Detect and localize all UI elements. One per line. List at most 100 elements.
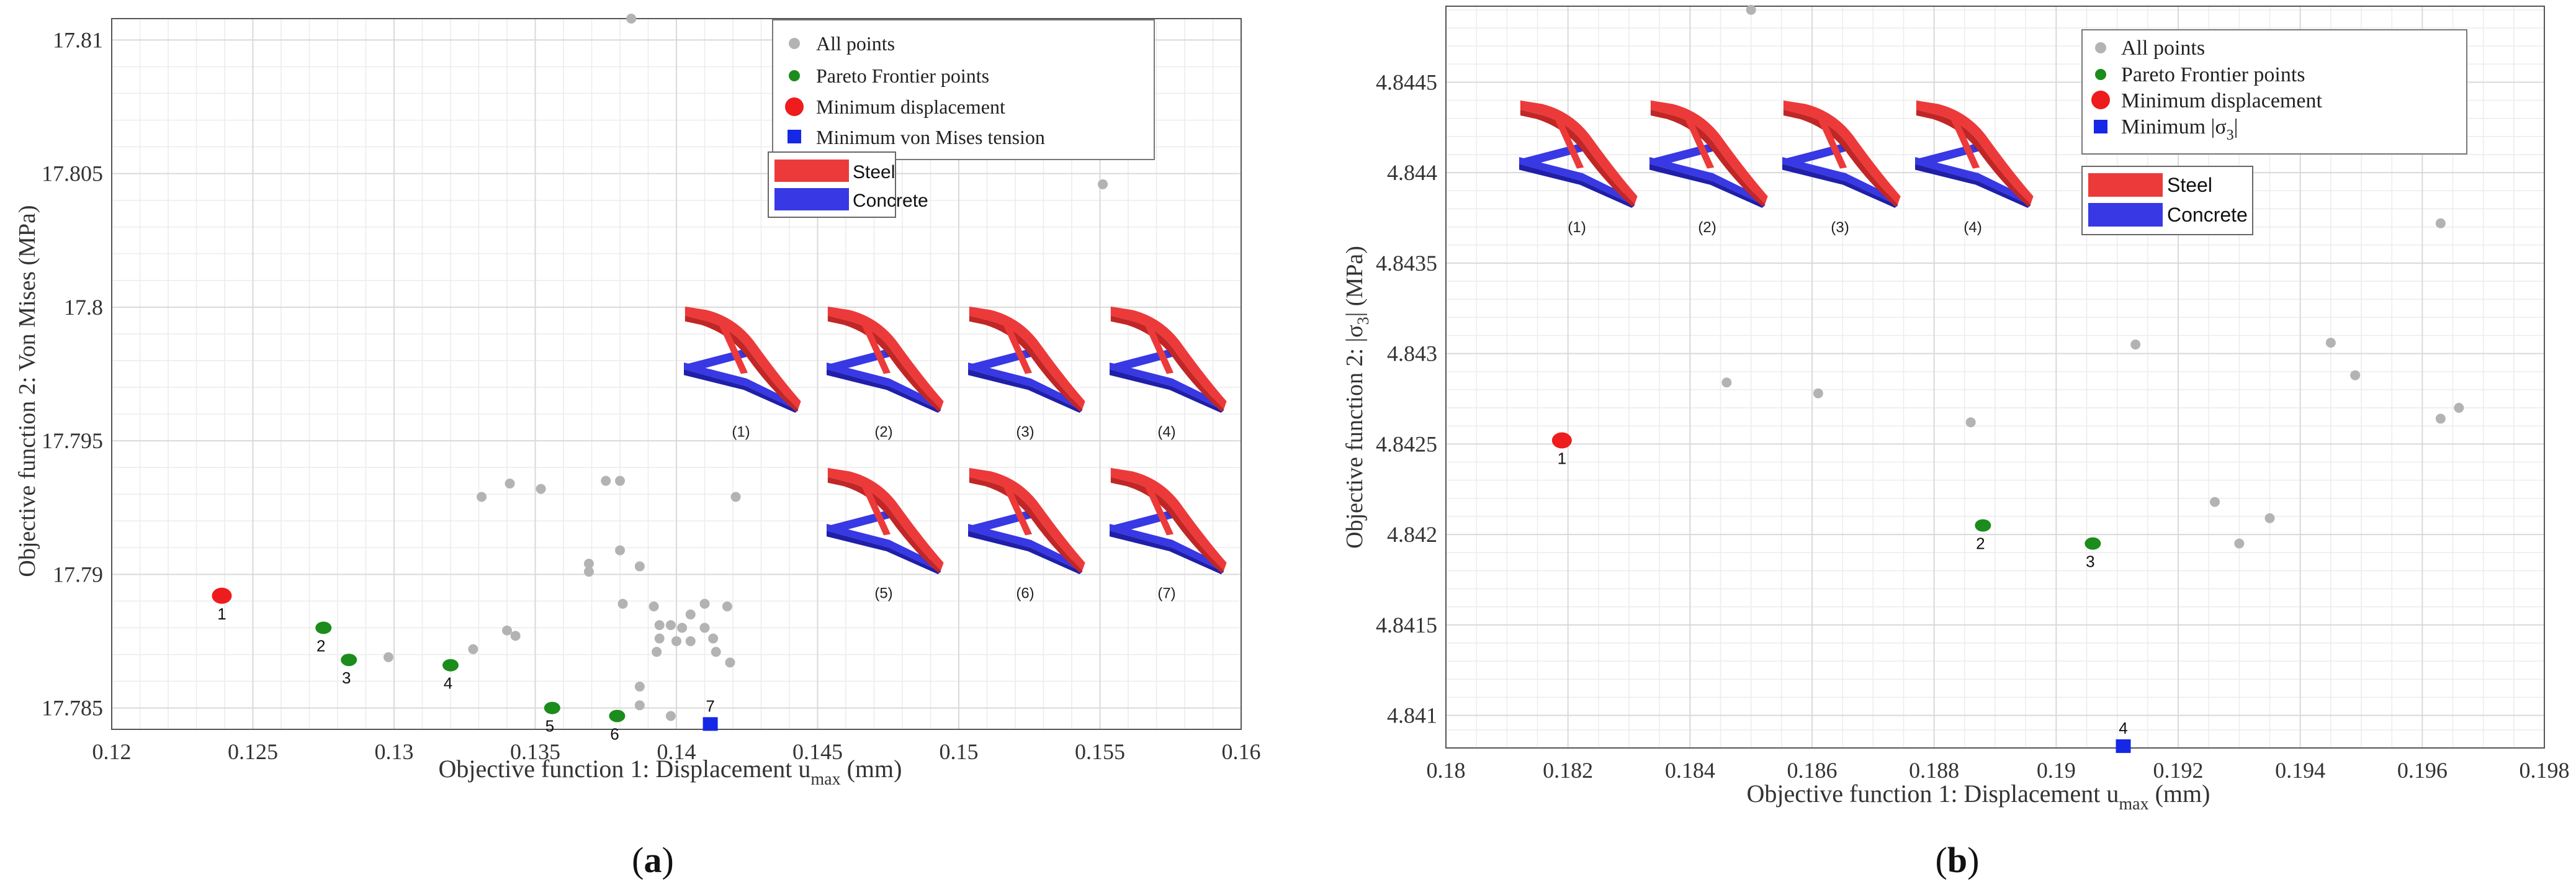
concrete-base-shape (827, 524, 941, 572)
x-tick-label: 0.14 (657, 739, 696, 764)
scatter-points-b: 2 3 1 4 (1551, 4, 2464, 754)
steel-tie-shape (1682, 112, 1715, 169)
all-point (654, 620, 665, 631)
x-tick-label: 0.186 (1787, 758, 1838, 783)
steel-arch-side (684, 315, 798, 412)
legend-min-stress-b: Minimum |σ3| (2121, 115, 2238, 143)
design-thumbnail-label: (2) (874, 424, 892, 441)
concrete-base-shape (1519, 157, 1635, 206)
all-point (626, 14, 637, 24)
concrete-base-shape (1110, 362, 1224, 411)
panel-label-a-letter: a (644, 840, 662, 880)
all-point (711, 647, 721, 657)
design-thumbnail-label: (4) (1963, 219, 1982, 236)
legend-pareto-a: Pareto Frontier points (816, 65, 989, 87)
steel-arch-shape (684, 306, 801, 410)
concrete-base-side (1782, 164, 1898, 208)
concrete-base-shape (1915, 157, 2031, 206)
x-tick-label: 0.198 (2520, 758, 2570, 783)
x-tick-label: 0.145 (792, 739, 843, 764)
legend-a: All points Pareto Frontier points Minimu… (772, 19, 1155, 160)
point-number-label: 7 (706, 696, 714, 715)
steel-arch-side (827, 315, 941, 412)
point-number-label: 3 (342, 669, 351, 687)
all-point (671, 636, 681, 646)
panel-label-b: (b) (1936, 840, 1980, 880)
all-point (730, 492, 741, 502)
steel-tie-shape (1551, 112, 1584, 169)
min-displacement-point (1551, 432, 1572, 449)
pareto-point (315, 621, 332, 634)
y-tick-label: 4.8425 (1376, 431, 1437, 456)
concrete-label-a: Concrete (853, 191, 928, 211)
concrete-base-side (1110, 531, 1224, 574)
steel-tie-shape (1000, 479, 1033, 536)
design-thumbnail-label: (5) (874, 585, 892, 602)
steel-tie-shape (1141, 479, 1174, 536)
material-legend-a: Steel Concrete (768, 151, 928, 218)
design-thumbnail: (4) (1110, 306, 1227, 441)
x-tick-label: 0.188 (1909, 758, 1959, 783)
x-tick-labels-b: 0.18 0.182 0.184 0.186 0.188 0.19 0.192 0.194 0.… (1427, 758, 2570, 783)
concrete-base-side (684, 369, 798, 413)
all-point (2454, 403, 2464, 413)
legend-min-stress-b-sub: 3 (2227, 127, 2234, 143)
all-point (2234, 538, 2245, 549)
all-point (685, 609, 696, 619)
x-tick-label: 0.16 (1222, 739, 1261, 764)
all-point (677, 623, 688, 633)
x-axis-title-a: Objective function 1: Displacement umax … (439, 755, 902, 789)
all-point (2210, 497, 2220, 507)
all-point (2350, 370, 2361, 380)
steel-arch-side (1783, 109, 1898, 207)
x-axis-title-b: Objective function 1: Displacement umax … (1747, 780, 2210, 814)
legend-min-stress-b-main: Minimum |σ (2121, 115, 2227, 138)
all-point (468, 644, 478, 654)
x-tick-label: 0.184 (1665, 758, 1715, 783)
point-number-label: 3 (2086, 552, 2094, 571)
concrete-swatch-a (774, 188, 849, 210)
concrete-base-side (1110, 369, 1224, 413)
y-tick-label: 4.843 (1387, 341, 1437, 366)
y-tick-label: 17.795 (42, 428, 103, 453)
concrete-base-side (1649, 164, 1765, 208)
legend-min-disp-b: Minimum displacement (2121, 89, 2322, 112)
steel-arch-side (1110, 477, 1224, 574)
steel-tie-shape (1141, 318, 1174, 374)
design-thumbnails-a: (1) (2) (3) (4) (5) (6) (7) (684, 306, 1227, 602)
legend-min-stress-marker-b (2094, 120, 2107, 133)
y-tick-label: 4.8415 (1376, 613, 1437, 637)
all-point (1746, 4, 1756, 15)
legend-box-a (772, 19, 1155, 160)
steel-arch-shape (969, 467, 1085, 571)
panel-label-b-letter: b (1947, 840, 1967, 880)
x-tick-label: 0.18 (1427, 758, 1466, 783)
steel-arch-shape (827, 306, 944, 410)
all-point (708, 633, 719, 644)
steel-arch-side (1650, 109, 1765, 207)
scatter-points-a: 23 4 5 6 1 7 (212, 14, 1108, 743)
y-axis-title-b-sub: 3 (1354, 317, 1372, 325)
all-point (699, 623, 710, 633)
y-tick-labels-a: 17.785 17.79 17.795 17.8 17.805 17.81 (42, 27, 103, 720)
design-thumbnail-label: (3) (1016, 424, 1034, 441)
point-number-label: 5 (545, 717, 554, 736)
x-tick-label: 0.15 (940, 739, 979, 764)
x-axis-title-a-main: Objective function 1: Displacement u (439, 755, 811, 783)
x-axis-title-a-unit: (mm) (841, 755, 902, 783)
legend-min-disp-a: Minimum displacement (816, 96, 1005, 118)
x-tick-label: 0.182 (1543, 758, 1593, 783)
x-tick-label: 0.125 (228, 739, 278, 764)
all-point (505, 478, 515, 489)
min-stress-point (702, 717, 718, 731)
steel-label-b: Steel (2167, 174, 2212, 196)
steel-arch-shape (1783, 100, 1901, 205)
x-tick-label: 0.192 (2153, 758, 2204, 783)
design-thumbnail: (3) (968, 306, 1085, 441)
steel-tie-shape (858, 479, 891, 536)
x-axis-title-a-sub: max (810, 770, 840, 789)
concrete-base-side (968, 531, 1082, 574)
concrete-base-side (1519, 164, 1635, 208)
pareto-point (544, 701, 560, 714)
